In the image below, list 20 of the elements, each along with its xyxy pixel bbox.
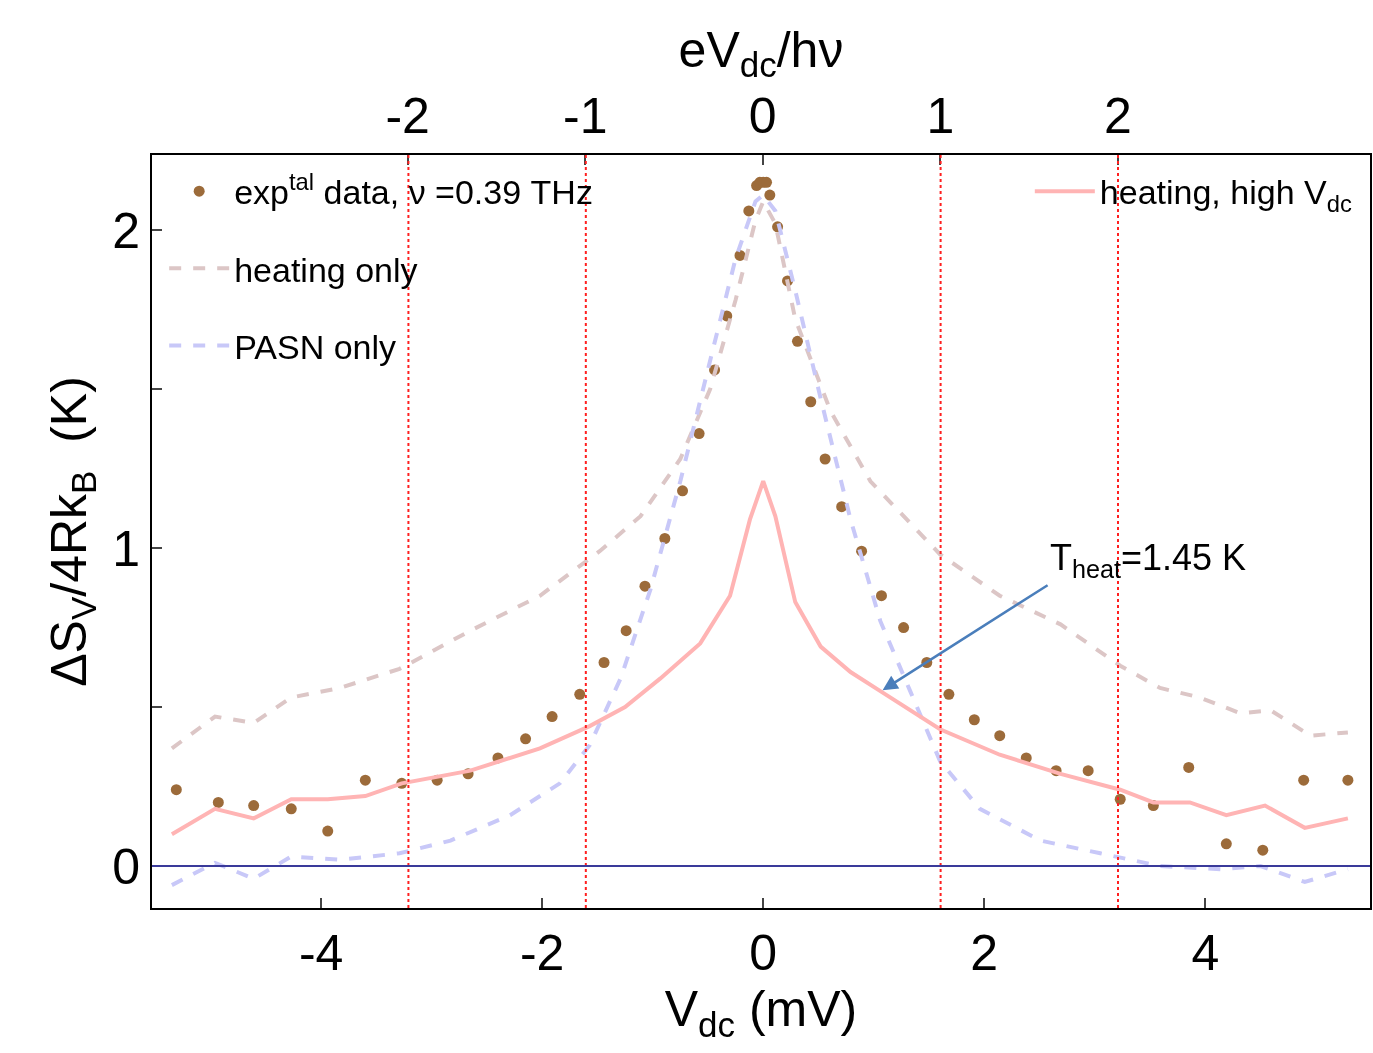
- x2-tick-label: -1: [562, 88, 608, 144]
- x-axis-title: V$_{dc}$ (mV): [664, 981, 858, 1044]
- x2-tick-label: 1: [926, 88, 955, 144]
- legend-label: exp$^{tal}$ data, ν =0.39 THz: [234, 168, 593, 212]
- legend-label: heating, high V$_{dc}$: [1099, 173, 1352, 217]
- x2-tick-label: 2: [1103, 88, 1132, 144]
- annotation: T$_{heat}$=1.45 K: [1050, 537, 1247, 583]
- x2-tick-label: -2: [385, 88, 430, 144]
- x-tick-label: 4: [1191, 925, 1220, 981]
- y-tick-label: 2: [112, 202, 140, 259]
- y-tick-label: 0: [112, 838, 140, 895]
- x-tick-label: -4: [298, 925, 344, 981]
- x-tick-label: 0: [749, 925, 778, 981]
- legend-label: heating only: [234, 250, 418, 289]
- legend-label: PASN only: [234, 327, 397, 366]
- x2-tick-label: 0: [748, 88, 777, 144]
- x-tick-label: -2: [519, 925, 565, 981]
- y-tick-label: 1: [112, 520, 140, 577]
- x2-axis-title: eV$_{dc}$/hν: [678, 21, 844, 84]
- x-tick-label: 2: [970, 925, 999, 981]
